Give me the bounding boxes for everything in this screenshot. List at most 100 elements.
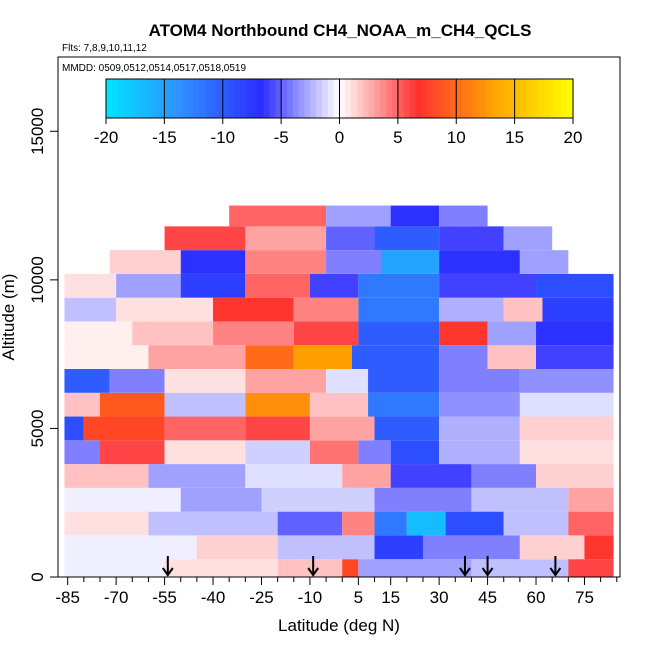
y-tick-label: 0 <box>28 572 47 581</box>
colorbar-segment <box>497 79 504 118</box>
colorbar-segment <box>146 79 154 118</box>
colorbar-segment <box>555 79 562 118</box>
colorbar-segment <box>216 79 224 118</box>
heatmap-cell <box>196 535 278 560</box>
heatmap-cell <box>64 511 149 536</box>
heatmap-cell <box>64 464 149 488</box>
colorbar-segment <box>438 79 446 118</box>
colorbar-segment <box>485 79 492 118</box>
colorbar-segment <box>263 79 271 118</box>
heatmap-cell <box>213 321 294 346</box>
heatmap-cell <box>293 345 352 369</box>
colorbar-segment <box>462 79 469 118</box>
x-tick-label: 30 <box>430 588 449 607</box>
colorbar-segment <box>357 79 364 118</box>
heatmap-cell <box>277 535 375 560</box>
colorbar-segment <box>298 79 306 118</box>
colorbar-segment <box>491 79 498 118</box>
colorbar-segment <box>111 79 119 118</box>
colorbar-segment <box>392 79 399 118</box>
colorbar-segment <box>123 79 130 118</box>
heatmap-cell <box>164 559 278 577</box>
heatmap-cell <box>471 487 569 512</box>
colorbar-segment <box>508 79 516 118</box>
flights-label: Flts: 7,8,9,10,11,12 <box>62 43 147 54</box>
heatmap-cell <box>245 464 343 488</box>
colorbar-tick-label: -10 <box>210 128 235 147</box>
colorbar-segment <box>409 79 416 118</box>
chart-title: ATOM4 Northbound CH4_NOAA_m_CH4_QCLS <box>149 21 532 40</box>
heatmap-cell <box>326 226 375 251</box>
heatmap-cell <box>64 487 181 512</box>
colorbar-segment <box>479 79 487 118</box>
colorbar-segment <box>135 79 142 118</box>
flight-marker-arrow <box>481 556 494 577</box>
flight-marker-arrow <box>162 556 174 577</box>
heatmap-cell <box>245 440 310 465</box>
colorbar-segment <box>117 79 125 118</box>
colorbar-segment <box>473 79 481 118</box>
heatmap-cell <box>406 511 446 536</box>
heatmap-cell <box>519 416 614 441</box>
flight-marker-arrow <box>459 556 471 577</box>
heatmap-cell <box>164 226 246 251</box>
heatmap-cell <box>148 511 278 536</box>
heatmap-cell <box>536 464 614 488</box>
heatmap-cell <box>358 321 440 346</box>
colorbar-segment <box>403 79 411 118</box>
colorbar-segment <box>211 79 218 118</box>
colorbar-segment <box>526 79 533 118</box>
heatmap-cell <box>519 440 614 465</box>
heatmap-cell <box>439 369 520 393</box>
heatmap-cell <box>439 345 488 369</box>
heatmap-cell <box>358 440 391 465</box>
colorbar-segment <box>450 79 457 118</box>
colorbar-segment <box>386 79 393 118</box>
heatmap-cell <box>164 416 246 441</box>
y-tick-label: 10000 <box>28 256 47 303</box>
x-tick-label: -85 <box>55 588 80 607</box>
colorbar-tick-label: 15 <box>505 128 524 147</box>
heatmap-cell <box>358 273 440 298</box>
heatmap-cell <box>64 440 100 465</box>
heatmap-cell <box>180 273 246 298</box>
heatmap-cell <box>471 559 569 577</box>
heatmap-cell <box>439 297 504 322</box>
y-tick-label: 15000 <box>28 108 47 155</box>
heatmap-cell <box>116 273 181 298</box>
heatmap-cell <box>99 440 165 465</box>
colorbar-segment <box>561 79 568 118</box>
heatmap-cell <box>439 273 537 298</box>
heatmap-cell <box>536 345 614 369</box>
colorbar-segment <box>286 79 294 118</box>
heatmap-cell <box>277 559 343 577</box>
colorbar-tick-label: -20 <box>94 128 119 147</box>
heatmap-cell <box>445 511 504 536</box>
colorbar-segment <box>444 79 452 118</box>
heatmap-cell <box>277 511 343 536</box>
colorbar-segment <box>275 79 282 118</box>
colorbar-segment <box>176 79 183 118</box>
x-tick-label: 75 <box>575 588 594 607</box>
colorbar-segment <box>427 79 434 118</box>
colorbar-tick-label: -15 <box>152 128 177 147</box>
colorbar-segment <box>158 79 165 118</box>
colorbar-segment <box>368 79 376 118</box>
heatmap-cell <box>390 205 440 227</box>
heatmap-cell <box>487 345 537 369</box>
colorbar-segment <box>345 79 352 118</box>
colorbar-tick-label: 10 <box>447 128 466 147</box>
colorbar-segment <box>222 79 230 118</box>
colorbar-segment <box>380 79 387 118</box>
heatmap-cell <box>64 535 197 560</box>
x-tick-label: -25 <box>249 588 274 607</box>
x-axis-label: Latitude (deg N) <box>278 616 400 635</box>
heatmap-cell <box>374 511 407 536</box>
colorbar-segment <box>304 79 311 118</box>
colorbar-tick-label: 5 <box>393 128 402 147</box>
colorbar-segment <box>520 79 527 118</box>
heatmap-cell <box>503 297 543 322</box>
heatmap-cell <box>439 440 520 465</box>
heatmap-cell <box>374 487 472 512</box>
heatmap-cell <box>380 250 440 274</box>
